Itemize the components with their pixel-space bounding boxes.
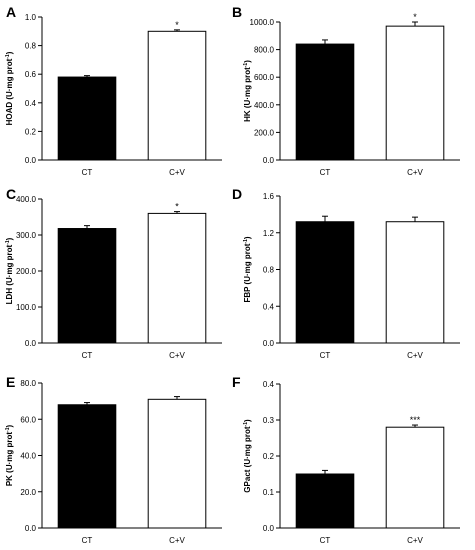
- significance-marker: ***: [410, 415, 421, 425]
- bar-ct: [57, 76, 117, 161]
- x-category-label: CT: [82, 168, 93, 177]
- y-axis-title: LDH (U·mg prot-1): [5, 237, 14, 304]
- y-tick-label: 0.1: [263, 488, 275, 497]
- y-tick-label: 0.0: [25, 524, 37, 533]
- panel-letter-c: C: [6, 186, 16, 202]
- panel-b: B 0.0 200.0 400.0 600.0 800.0 1000.0 HK (U·mg p…: [232, 4, 460, 177]
- y-tick-label: 1.6: [263, 192, 275, 201]
- y-tick-label: 0.0: [263, 524, 275, 533]
- bar-ct: [57, 228, 117, 344]
- bar-ct: [295, 221, 355, 344]
- y-tick-label: 0.2: [25, 127, 37, 136]
- panel-letter-f: F: [232, 374, 241, 390]
- y-axis-title-end: ): [243, 419, 252, 422]
- panel-letter-d: D: [232, 186, 242, 202]
- y-axis-title-end: ): [5, 425, 14, 428]
- y-tick-label: 0.8: [25, 42, 37, 51]
- x-category-label: C+V: [407, 536, 423, 545]
- y-tick-label: 0.3: [263, 416, 275, 425]
- panel-d: D 0.0 0.4 0.8 1.2 1.6 FBP (U·mg prot-1) CT C+V: [232, 186, 460, 360]
- y-tick-label: 0.0: [25, 339, 37, 348]
- y-tick-label: 0.0: [263, 156, 275, 165]
- y-tick-label: 80.0: [20, 379, 36, 388]
- panel-e: E 0.0 20.0 40.0 60.0 80.0 PK (U·mg prot-1) CT C+…: [5, 374, 222, 545]
- y-axis-title-superscript: -1: [243, 422, 249, 427]
- bar-cv: [147, 398, 207, 529]
- y-axis-title-main: PK (U·mg prot: [5, 432, 14, 487]
- panel-letter-e: E: [6, 374, 15, 390]
- x-category-label: CT: [82, 351, 93, 360]
- bar-ct: [295, 473, 355, 529]
- y-tick-label: 40.0: [20, 452, 36, 461]
- y-axis-title-superscript: -1: [243, 239, 249, 244]
- x-category-label: C+V: [169, 351, 185, 360]
- y-tick-label: 0.0: [263, 339, 275, 348]
- y-axis-title-superscript: -1: [5, 240, 11, 245]
- y-axis-title-main: FBP (U·mg prot: [243, 243, 252, 302]
- x-category-label: C+V: [169, 536, 185, 545]
- y-axis-title: HK (U·mg prot-1): [243, 60, 252, 122]
- y-tick-label: 1.2: [263, 229, 275, 238]
- bar-cv: [385, 221, 445, 344]
- x-category-label: CT: [82, 536, 93, 545]
- y-axis-title: HOAD (U·mg prot-1): [5, 51, 14, 125]
- x-category-label: CT: [320, 351, 331, 360]
- y-axis-title-end: ): [5, 237, 14, 240]
- y-tick-label: 1.0: [25, 13, 37, 22]
- significance-marker: *: [175, 20, 179, 30]
- x-category-label: CT: [320, 536, 331, 545]
- y-tick-label: 0.8: [263, 266, 275, 275]
- y-tick-label: 600.0: [254, 73, 275, 82]
- y-tick-label: 400.0: [16, 195, 37, 204]
- y-axis-title-end: ): [243, 236, 252, 239]
- y-tick-label: 400.0: [254, 101, 275, 110]
- y-axis-title-main: GPact (U·mg prot: [243, 426, 252, 493]
- y-tick-label: 0.6: [25, 70, 37, 79]
- bar-cv: [147, 212, 207, 344]
- panel-letter-a: A: [6, 4, 16, 20]
- x-category-label: C+V: [169, 168, 185, 177]
- y-axis-title-end: ): [243, 60, 252, 63]
- y-axis-title: FBP (U·mg prot-1): [243, 236, 252, 302]
- bar-ct: [295, 43, 355, 161]
- y-tick-label: 1000.0: [250, 18, 275, 27]
- x-category-label: CT: [320, 168, 331, 177]
- panel-a: A 0.0 0.2 0.4 0.6 0.8 1.0 HOAD (U·mg prot-1) CT *…: [5, 4, 222, 177]
- y-tick-label: 0.4: [263, 380, 275, 389]
- y-tick-label: 20.0: [20, 488, 36, 497]
- y-tick-label: 60.0: [20, 415, 36, 424]
- x-category-label: C+V: [407, 168, 423, 177]
- y-tick-label: 0.4: [263, 302, 275, 311]
- panel-c: C 0.0 100.0 200.0 300.0 400.0 LDH (U·mg prot-1…: [5, 186, 222, 360]
- y-tick-label: 0.2: [263, 452, 275, 461]
- y-axis-title-superscript: -1: [243, 63, 249, 68]
- y-axis-title: GPact (U·mg prot-1): [243, 419, 252, 493]
- y-tick-label: 300.0: [16, 231, 37, 240]
- y-axis-title-superscript: -1: [5, 54, 11, 59]
- y-axis-title-superscript: -1: [5, 427, 11, 432]
- y-axis-title-main: HK (U·mg prot: [243, 67, 252, 122]
- y-axis-title-main: HOAD (U·mg prot: [5, 58, 14, 125]
- y-tick-label: 200.0: [254, 128, 275, 137]
- y-axis-title: PK (U·mg prot-1): [5, 425, 14, 487]
- panel-letter-b: B: [232, 4, 242, 20]
- bar-cv: [385, 426, 445, 529]
- panel-f: F 0.0 0.1 0.2 0.3 0.4 GPact (U·mg prot-1) CT ***…: [232, 374, 460, 545]
- y-axis-title-main: LDH (U·mg prot: [5, 244, 14, 304]
- y-tick-label: 0.4: [25, 99, 37, 108]
- y-tick-label: 100.0: [16, 303, 37, 312]
- bar-cv: [385, 25, 445, 161]
- y-tick-label: 0.0: [25, 156, 37, 165]
- significance-marker: *: [413, 12, 417, 22]
- y-tick-label: 200.0: [16, 267, 37, 276]
- bar-ct: [57, 404, 117, 529]
- x-category-label: C+V: [407, 351, 423, 360]
- significance-marker: *: [175, 202, 179, 212]
- y-axis-title-end: ): [5, 51, 14, 54]
- bar-cv: [147, 30, 207, 161]
- y-tick-label: 800.0: [254, 46, 275, 55]
